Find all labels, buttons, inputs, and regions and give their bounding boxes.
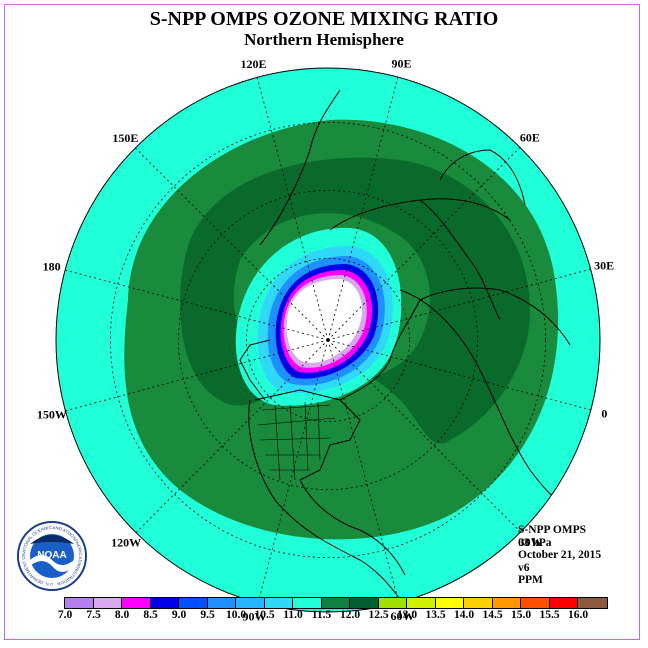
colorbar-tick-label: 15.5: [539, 609, 560, 621]
info-date: October 21, 2015: [518, 549, 602, 561]
colorbar-swatch: [549, 598, 578, 608]
meridian-line: [327, 339, 400, 603]
colorbar-swatch: [179, 598, 208, 608]
colorbar-swatch: [321, 598, 350, 608]
colorbar-tick-label: 12.5: [368, 609, 389, 621]
longitude-label: 120W: [111, 536, 141, 550]
latitude-circle: [245, 257, 410, 422]
colorbar-swatch: [207, 598, 236, 608]
graticule: [65, 77, 591, 603]
map-border: [55, 67, 601, 613]
colorbar-tick-label: 7.0: [57, 609, 73, 621]
colorbar-swatch: [492, 598, 521, 608]
colorbar-tick-label: 13.5: [425, 609, 446, 621]
colorbar-swatch: [578, 598, 607, 608]
coastlines: [239, 89, 571, 612]
info-block: S-NPP OMPS 03 hPa October 21, 2015 v6 PP…: [518, 524, 601, 587]
longitude-labels: 90E 60E 30E 0 30W 60W 90W 120W 150W 180 150E 120E: [37, 57, 614, 624]
colorbar-tick-label: 14.0: [453, 609, 475, 621]
colorbar-swatch: [464, 598, 493, 608]
meridian-line: [327, 339, 591, 411]
latitude-circle: [177, 189, 479, 491]
state-borders: [257, 401, 336, 481]
info-pressure: 03 hPa: [518, 536, 552, 549]
low-ozone-hole: [286, 279, 363, 363]
longitude-label: 150E: [112, 131, 138, 145]
colorbar-swatch: [378, 598, 407, 608]
meridian-line: [327, 147, 521, 341]
info-units: PPM: [518, 574, 543, 586]
colorbar-swatch: [350, 598, 379, 608]
longitude-label: 150W: [37, 408, 67, 422]
longitude-label: 0: [601, 407, 607, 421]
colorbar: [64, 597, 608, 609]
colorbar-tick-label: 8.5: [143, 609, 158, 621]
colorbar-tick-label: 16.0: [567, 609, 589, 621]
info-version: v6: [518, 561, 530, 574]
colorbar-swatch: [435, 598, 464, 608]
longitude-label: 90W: [242, 609, 266, 623]
longitude-label: 90E: [392, 57, 412, 71]
colorbar-tick-label: 9.0: [171, 609, 187, 621]
colorbar-tick-label: 8.0: [114, 609, 130, 621]
colorbar-tick-label: 11.5: [311, 609, 332, 621]
map-title: S-NPP OMPS OZONE MIXING RATIO: [149, 8, 499, 30]
colorbar-tick-label: 9.5: [200, 609, 215, 621]
meridian-line: [135, 339, 329, 533]
logo-text: NOAA: [37, 550, 66, 561]
colorbar-swatch: [521, 598, 550, 608]
meridian-line: [65, 269, 329, 341]
meridian-line: [256, 77, 329, 341]
longitude-label: 120E: [240, 57, 266, 71]
colorbar-swatch: [122, 598, 151, 608]
colorbar-swatch: [236, 598, 265, 608]
longitude-label: 30W: [519, 535, 543, 549]
meridian-line: [135, 147, 329, 341]
colorbar-swatch: [93, 598, 122, 608]
colorbar-tick-label: 11.0: [283, 609, 303, 621]
colorbar-tick-label: 7.5: [86, 609, 101, 621]
longitude-label: 60E: [520, 130, 540, 144]
meridian-line: [65, 339, 329, 412]
noaa-logo: NOAA NATIONAL OCEANIC AND ATMOSPHERIC AD…: [14, 516, 88, 592]
colorbar-swatch: [407, 598, 436, 608]
meridian-line: [327, 77, 399, 341]
colorbar-swatch: [65, 598, 94, 608]
colorbar-swatch: [150, 598, 179, 608]
longitude-label: 30E: [594, 258, 614, 272]
colorbar-tick-label: 10.5: [254, 609, 275, 621]
info-instrument: S-NPP OMPS: [518, 524, 587, 536]
colorbar-tick-label: 14.5: [482, 609, 503, 621]
meridian-line: [257, 339, 329, 603]
colorbar-tick-label: 15.0: [510, 609, 532, 621]
latitude-circle: [109, 121, 547, 559]
figure-frame: [4, 4, 640, 640]
longitude-label: 60W: [391, 609, 415, 623]
meridian-line: [327, 339, 521, 533]
longitude-label: 180: [43, 259, 61, 273]
colorbar-tick-label: 13.0: [396, 609, 418, 621]
colorbar-ticks: 7.0 7.5 8.0 8.5 9.0 9.5 10.0 10.5 11.0 11.5 12.0 12…: [0, 609, 648, 623]
map-subtitle: Northern Hemisphere: [244, 30, 404, 49]
colorbar-swatch: [264, 598, 293, 608]
colorbar-swatch: [293, 598, 322, 608]
colorbar-tick-label: 12.0: [339, 609, 361, 621]
colorbar-tick-label: 10.0: [225, 609, 247, 621]
meridian-line: [327, 268, 591, 341]
